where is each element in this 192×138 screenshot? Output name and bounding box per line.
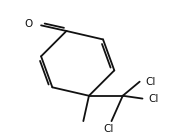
- Text: Cl: Cl: [148, 94, 158, 104]
- Text: Cl: Cl: [145, 77, 156, 87]
- Text: Cl: Cl: [103, 124, 114, 134]
- Text: O: O: [24, 19, 33, 29]
